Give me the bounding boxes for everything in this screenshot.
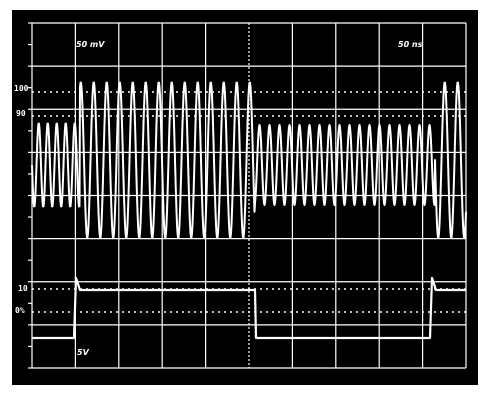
level-0-label: 0% [15,306,25,315]
channel2-scale-label: 5V [77,348,89,357]
channel2-pulse-trace [32,276,466,340]
level-100-label: 100 [14,84,29,93]
level-10-label: 10 [18,284,28,293]
channel1-waveform-trace [31,81,467,239]
channel1-scale-label: 50 mV [76,40,105,49]
level-90-label: 90 [16,109,26,118]
timebase-scale-label: 50 ns [398,40,423,49]
